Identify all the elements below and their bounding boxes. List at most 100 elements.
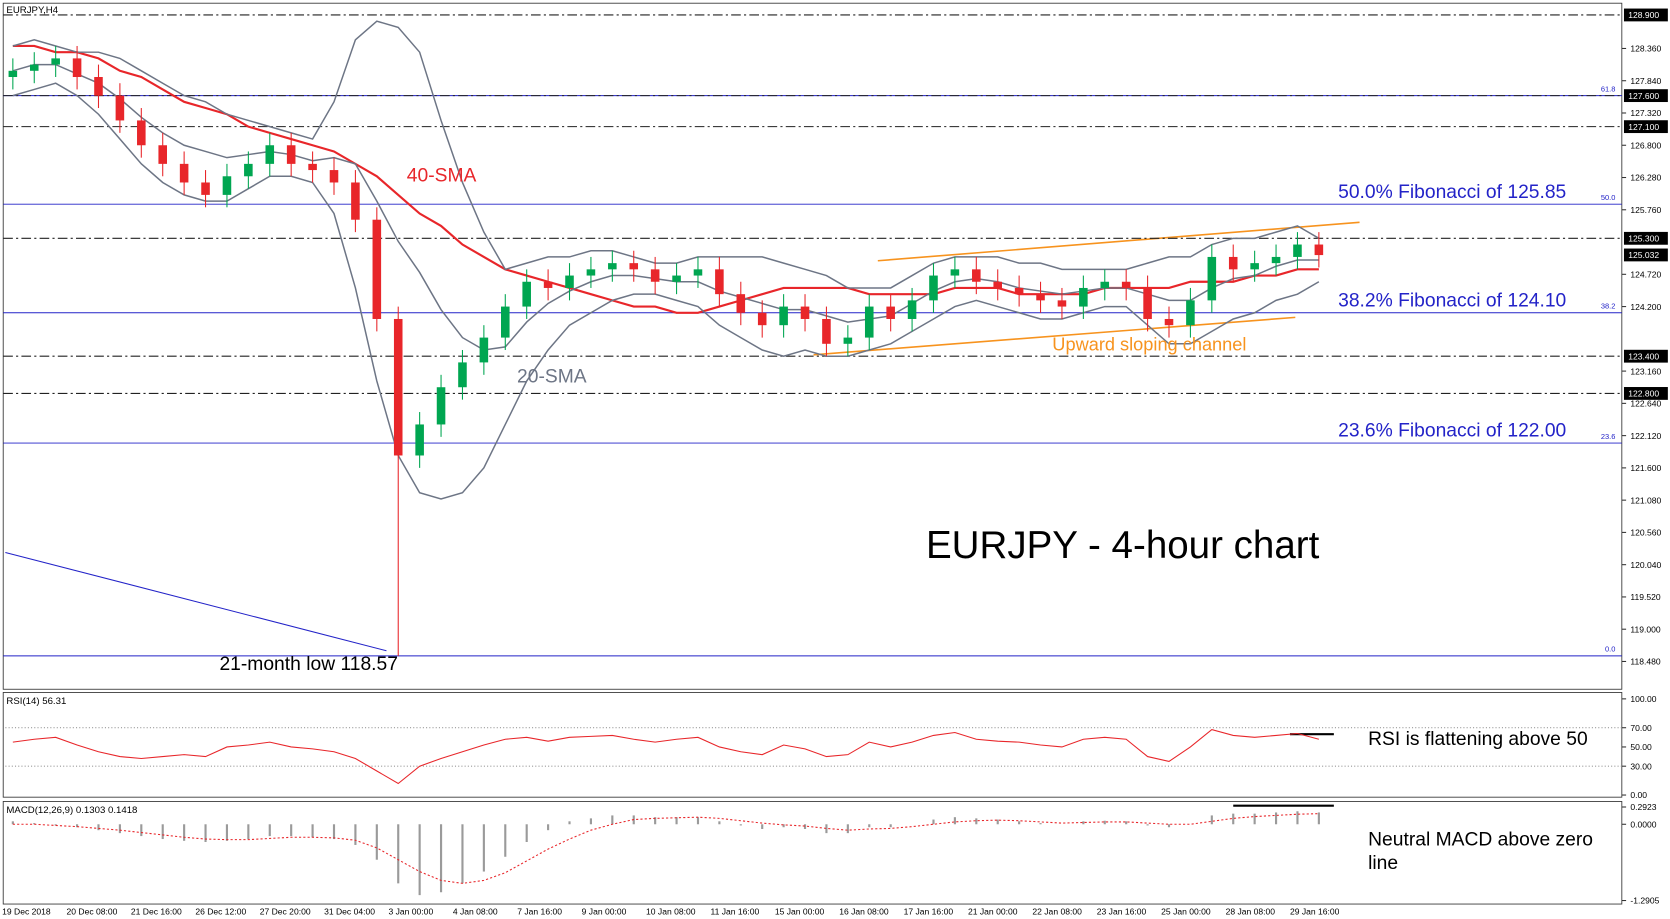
- x-tick-label: 29 Jan 16:00: [1290, 907, 1340, 917]
- candle-body: [843, 337, 853, 344]
- price-tag-label: 123.400: [1628, 351, 1659, 361]
- x-tick-label: 3 Jan 00:00: [388, 907, 433, 917]
- annotation: Upward sloping channel: [1052, 335, 1246, 355]
- price-tag-label: 125.032: [1628, 250, 1659, 260]
- candle-body: [886, 306, 895, 319]
- y-tick-label: 123.160: [1630, 366, 1661, 376]
- macd-note-box: Neutral MACD above zero line: [1368, 828, 1593, 873]
- rsi-tick-label: 50.00: [1630, 742, 1652, 752]
- x-tick-label: 21 Dec 16:00: [131, 907, 182, 917]
- candle-body: [672, 275, 681, 282]
- candle-body: [972, 269, 981, 282]
- candle-body: [650, 269, 660, 282]
- candle-body: [115, 95, 125, 121]
- overlay-label: 40-SMA: [407, 166, 477, 187]
- candle-body: [244, 163, 253, 177]
- x-tick-label: 27 Dec 20:00: [260, 907, 311, 917]
- candle-body: [1014, 287, 1024, 295]
- candle-body: [286, 145, 296, 164]
- fib-ratio: 50.0: [1601, 193, 1616, 202]
- candle-body: [479, 337, 489, 363]
- fib-ratio: 38.2: [1601, 302, 1616, 311]
- candle-body: [1207, 256, 1217, 301]
- candle-body: [51, 58, 60, 65]
- candle-body: [158, 145, 167, 164]
- candle-body: [1228, 256, 1238, 270]
- candle-body: [1186, 300, 1195, 326]
- candle-body: [993, 281, 1002, 288]
- rsi-panel: [2, 692, 1623, 798]
- candle-body: [1079, 287, 1088, 307]
- candle-body: [415, 424, 424, 456]
- x-tick-label: 17 Jan 16:00: [904, 907, 954, 917]
- price-tag: [1623, 248, 1668, 262]
- x-tick-label: 10 Jan 08:00: [646, 907, 696, 917]
- y-tick-label: 121.080: [1630, 495, 1661, 505]
- fib-label: 50.0% Fibonacci of 125.85: [1338, 182, 1566, 203]
- macd-signal: [12, 813, 1319, 884]
- candle-body: [1314, 244, 1324, 256]
- fib-label: 23.6% Fibonacci of 122.00: [1338, 421, 1566, 442]
- candle-body: [265, 145, 275, 164]
- candle-body: [1293, 244, 1302, 257]
- overlay-line: [12, 63, 1319, 351]
- overlay-label: 20-SMA: [517, 367, 587, 388]
- candle-body: [779, 306, 788, 326]
- overlay-line: [12, 20, 1320, 289]
- candle-body: [1271, 256, 1281, 264]
- price-tag: [1623, 8, 1668, 22]
- y-tick-label: 119.520: [1630, 592, 1661, 602]
- y-tick-label: 124.720: [1630, 270, 1661, 280]
- price-tag-label: 122.800: [1628, 389, 1659, 399]
- candle-body: [308, 163, 317, 171]
- channel-lower: [813, 316, 1296, 356]
- candle-body: [929, 275, 938, 301]
- annotation: EURJPY - 4-hour chart: [926, 524, 1320, 567]
- candle-body: [501, 306, 510, 338]
- candle-body: [1143, 287, 1152, 319]
- y-tick-label: 118.480: [1630, 657, 1661, 667]
- price-tag: [1623, 349, 1668, 363]
- y-tick-label: 119.000: [1630, 624, 1661, 634]
- y-tick-label: 120.040: [1630, 560, 1661, 570]
- candle-body: [8, 70, 18, 78]
- macd-tick-label: 0.0000: [1630, 819, 1656, 829]
- candle-body: [715, 269, 724, 295]
- x-tick-label: 9 Jan 00:00: [582, 907, 627, 917]
- candle-body: [94, 77, 103, 96]
- price-tag: [1623, 231, 1668, 245]
- fib-ratio: 0.0: [1605, 645, 1615, 654]
- candle-body: [1057, 300, 1067, 307]
- y-tick-label: 122.640: [1630, 399, 1661, 409]
- candle-body: [72, 58, 82, 78]
- x-tick-label: 20 Dec 08:00: [67, 907, 118, 917]
- x-tick-label: 19 Dec 2018: [2, 907, 51, 917]
- candle-body: [950, 269, 960, 276]
- candle-body: [29, 64, 39, 71]
- x-tick-label: 26 Dec 12:00: [195, 907, 246, 917]
- candle-body: [736, 294, 746, 313]
- candle-body: [800, 306, 810, 319]
- price-tag: [1623, 387, 1668, 400]
- candle-body: [907, 300, 917, 319]
- macd-panel: [2, 801, 1623, 905]
- price-tag-label: 127.100: [1628, 122, 1659, 132]
- rsi-tick-label: 30.00: [1630, 761, 1652, 771]
- fib-ratio: 23.6: [1601, 432, 1616, 441]
- macd-tick-label: -1.2905: [1630, 896, 1659, 906]
- price-tag: [1623, 89, 1668, 103]
- overlay-line: [12, 82, 1320, 500]
- candle-body: [629, 263, 639, 270]
- rsi-tick-label: 100.00: [1630, 694, 1656, 704]
- rsi-tick-label: 70.00: [1630, 723, 1652, 733]
- x-tick-label: 11 Jan 16:00: [710, 907, 759, 917]
- annotation: 21-month low 118.57: [219, 654, 398, 675]
- fib-label: 38.2% Fibonacci of 124.10: [1338, 290, 1566, 311]
- rsi-note: RSI is flattening above 50: [1368, 729, 1588, 750]
- y-tick-label: 127.840: [1630, 76, 1661, 86]
- x-tick-label: 7 Jan 16:00: [517, 907, 562, 917]
- candle-body: [1100, 281, 1110, 288]
- candle-body: [329, 170, 339, 183]
- candle-body: [586, 269, 596, 276]
